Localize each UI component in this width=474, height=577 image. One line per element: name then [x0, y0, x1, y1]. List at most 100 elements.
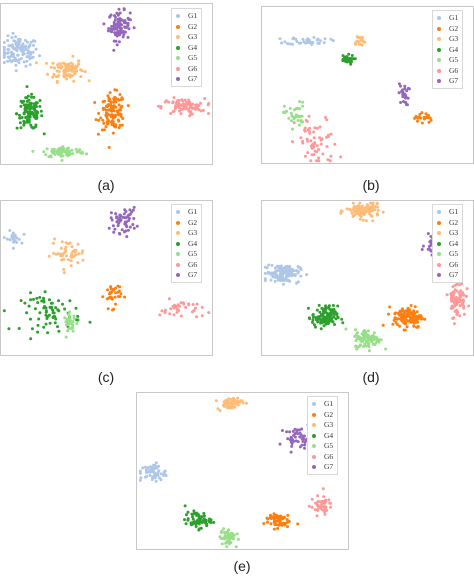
scatter-point — [17, 61, 21, 65]
scatter-point — [46, 331, 50, 335]
scatter-point — [291, 127, 295, 131]
scatter-point — [15, 240, 19, 244]
scatter-point — [184, 107, 188, 111]
legend-label: G6 — [188, 259, 198, 269]
scatter-point — [191, 517, 195, 521]
legend-label: G4 — [324, 430, 334, 440]
scatter-point — [197, 104, 201, 108]
scatter-point — [47, 313, 51, 317]
scatter-point — [461, 292, 465, 296]
scatter-point — [262, 522, 266, 525]
scatter-point — [71, 152, 74, 156]
scatter-point — [51, 151, 55, 155]
scatter-point — [182, 104, 186, 108]
scatter-point — [401, 95, 405, 99]
scatter-points — [2, 7, 211, 162]
scatter-point — [398, 317, 402, 321]
scatter-point — [38, 105, 42, 108]
scatter-point — [52, 73, 56, 77]
legend: G1 G2 G3 G4 G5 G6 G7 — [432, 204, 464, 283]
cluster-g1 — [263, 263, 309, 286]
scatter-point — [381, 210, 385, 214]
scatter-point — [33, 307, 37, 311]
scatter-point — [307, 504, 311, 508]
scatter-point — [349, 60, 353, 64]
scatter-point — [223, 403, 227, 407]
scatter-point — [351, 201, 355, 205]
scatter-point — [6, 39, 10, 42]
scatter-point — [28, 115, 32, 119]
scatter-point — [326, 133, 330, 137]
scatter-point — [322, 315, 326, 319]
cluster-g4 — [14, 85, 46, 136]
scatter-point — [317, 148, 320, 151]
scatter-point — [37, 317, 41, 321]
scatter-point — [288, 107, 292, 110]
scatter-point — [245, 401, 248, 405]
scatter-point — [51, 311, 55, 315]
scatter-point — [123, 295, 127, 299]
legend-label: G5 — [188, 249, 198, 259]
scatter-point — [112, 288, 116, 292]
scatter-point — [230, 405, 234, 409]
scatter-point — [354, 344, 358, 348]
scatter-point — [113, 18, 117, 22]
scatter-point — [30, 327, 34, 331]
scatter-point — [341, 58, 345, 61]
scatter-point — [126, 23, 130, 27]
scatter-point — [353, 334, 357, 338]
scatter-point — [397, 313, 401, 317]
scatter-point — [68, 241, 72, 245]
scatter-point — [51, 308, 55, 312]
scatter-point — [35, 117, 39, 120]
legend-item-g4: G4 — [437, 239, 458, 250]
scatter-point — [6, 55, 10, 59]
scatter-point — [107, 96, 111, 100]
scatter-point — [55, 81, 59, 84]
legend: G1 G2 G3 G4 G5 G6 G7 — [171, 204, 203, 283]
panel-caption: (c) — [97, 369, 115, 385]
scatter-point — [403, 321, 406, 325]
scatter-point — [222, 527, 226, 531]
scatter-point — [283, 523, 287, 527]
scatter-point — [409, 304, 413, 307]
scatter-point — [81, 249, 85, 253]
scatter-point — [452, 291, 456, 295]
cluster-g1 — [2, 31, 41, 73]
scatter-point — [102, 128, 106, 132]
scatter-point — [172, 313, 176, 317]
legend: G1 G2 G3 G4 G5 G6 G7 — [307, 396, 339, 475]
scatter-point — [119, 292, 123, 296]
scatter-point — [11, 246, 15, 250]
scatter-point — [35, 296, 39, 300]
scatter-point — [12, 47, 16, 51]
scatter-point — [400, 309, 404, 313]
scatter-point — [311, 320, 314, 324]
scatter-point — [310, 497, 314, 501]
scatter-point — [19, 299, 23, 303]
scatter-point — [321, 487, 325, 491]
scatter-point — [202, 517, 206, 521]
scatter-point — [296, 440, 300, 444]
scatter-point — [111, 131, 115, 135]
legend-label: G3 — [188, 228, 198, 238]
scatter-point — [31, 126, 35, 130]
legend-item-g6: G6 — [176, 64, 197, 75]
scatter-point — [24, 44, 28, 48]
scatter-point — [58, 62, 62, 66]
scatter-point — [114, 100, 118, 104]
scatter-point — [181, 99, 185, 103]
scatter-point — [356, 204, 360, 208]
scatter-point — [56, 325, 59, 329]
scatter-point — [19, 99, 23, 103]
legend-item-g1: G1 — [176, 207, 197, 218]
scatter-point — [26, 49, 30, 53]
scatter-point — [117, 119, 121, 123]
scatter-point — [340, 317, 344, 321]
scatter-point — [184, 305, 188, 309]
scatter-point — [287, 271, 291, 275]
legend-marker — [176, 252, 180, 257]
scatter-point — [163, 311, 167, 315]
scatter-point — [348, 57, 352, 61]
scatter-point — [353, 57, 357, 61]
